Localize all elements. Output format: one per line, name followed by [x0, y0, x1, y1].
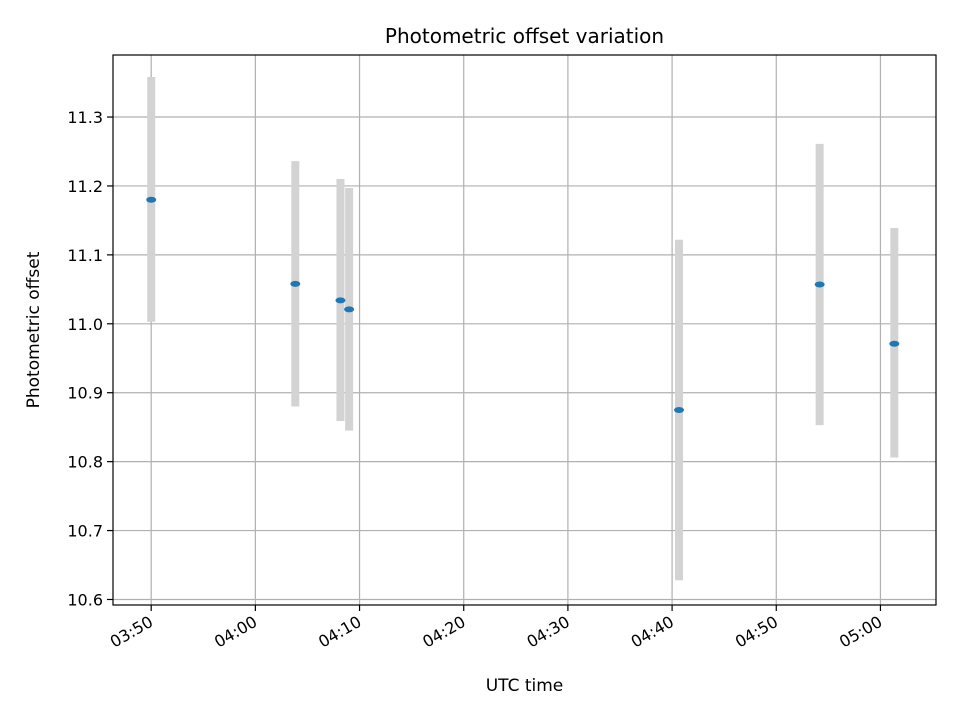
x-tick-label: 04:30 [523, 612, 572, 652]
data-point [146, 196, 157, 203]
y-axis-ticks: 10.6 10.7 10.8 10.9 11.0 11.1 11.2 11.3 [67, 108, 113, 609]
grid [113, 55, 936, 605]
chart-title: Photometric offset variation [385, 24, 664, 48]
data-point [814, 281, 825, 288]
error-bars [147, 77, 899, 581]
y-tick-label: 11.1 [67, 246, 103, 265]
x-tick-label: 04:40 [628, 612, 677, 652]
plot-frame [112, 54, 937, 606]
y-tick-label: 11.0 [67, 315, 103, 334]
data-point [889, 340, 900, 347]
x-tick-label: 05:00 [836, 612, 885, 652]
x-tick-label: 04:00 [211, 612, 260, 652]
data-point [335, 297, 346, 304]
data-point [674, 406, 685, 413]
x-axis-ticks: 03:50 04:00 04:10 04:20 04:30 04:40 04:50 05:00 [107, 605, 885, 652]
x-tick-label: 03:50 [107, 612, 156, 652]
y-tick-label: 10.9 [67, 384, 103, 403]
y-tick-label: 11.2 [67, 177, 103, 196]
x-tick-label: 04:50 [732, 612, 781, 652]
x-axis-label: UTC time [486, 676, 564, 696]
y-tick-label: 10.6 [67, 590, 103, 609]
y-tick-label: 11.3 [67, 108, 103, 127]
y-axis-label: Photometric offset [24, 251, 44, 408]
data-point [290, 280, 301, 287]
y-tick-label: 10.7 [67, 522, 103, 541]
x-tick-label: 04:20 [419, 612, 468, 652]
x-tick-label: 04:10 [315, 612, 364, 652]
data-point [344, 306, 355, 313]
y-tick-label: 10.8 [67, 453, 103, 472]
data-points [146, 196, 900, 413]
